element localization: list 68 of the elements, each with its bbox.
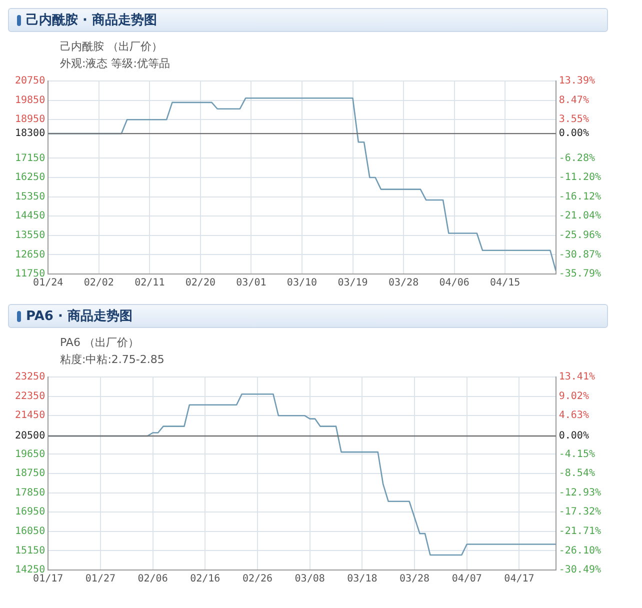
y2-tick-label: -21.71% (558, 526, 602, 537)
y-tick-label: 15150 (14, 545, 46, 556)
y-tick-label: 18300 (14, 128, 46, 140)
y-tick-label: 18750 (14, 468, 46, 480)
y-tick-label: 17150 (14, 152, 46, 164)
y-tick-label: 17850 (14, 487, 46, 498)
x-tick-label: 03/18 (347, 574, 378, 585)
y-tick-label: 19650 (14, 448, 46, 460)
y2-tick-label: -25.96% (558, 230, 602, 242)
x-tick-label: 03/08 (294, 574, 325, 585)
y2-tick-label: -17.32% (558, 506, 602, 518)
y2-tick-label: 8.47% (558, 94, 589, 106)
x-tick-label: 04/15 (490, 278, 520, 289)
y2-tick-label: 0.00% (558, 430, 589, 442)
y2-tick-label: 3.55% (558, 114, 589, 126)
y-tick-label: 16950 (14, 506, 46, 518)
y2-tick-label: -30.49% (558, 564, 602, 576)
y-tick-label: 18950 (14, 114, 46, 126)
x-tick-label: 02/11 (134, 278, 165, 289)
x-tick-label: 04/07 (452, 574, 482, 585)
y-tick-label: 14450 (14, 210, 46, 222)
y-tick-label: 20500 (14, 430, 46, 442)
x-tick-label: 03/19 (338, 278, 368, 289)
y-tick-label: 15350 (14, 191, 46, 202)
x-tick-label: 02/26 (242, 574, 273, 585)
y2-tick-label: -8.54% (558, 468, 595, 480)
x-tick-label: 02/16 (190, 574, 220, 585)
x-tick-label: 03/01 (236, 278, 266, 289)
y-tick-label: 21450 (14, 410, 46, 422)
x-tick-label: 03/28 (399, 574, 430, 585)
y-tick-label: 16250 (14, 172, 46, 184)
y2-tick-label: 9.02% (558, 390, 589, 402)
y2-tick-label: 13.41% (558, 372, 595, 383)
y-tick-label: 13550 (14, 230, 46, 241)
y2-tick-label: 13.39% (558, 76, 595, 87)
y-tick-label: 16050 (14, 526, 46, 537)
y2-tick-label: -35.79% (558, 268, 602, 280)
y-tick-label: 19850 (14, 94, 46, 106)
y2-tick-label: -26.10% (558, 545, 602, 556)
y2-tick-label: -12.93% (558, 487, 602, 498)
x-tick-label: 04/17 (504, 574, 534, 585)
y2-tick-label: 4.63% (558, 410, 589, 422)
chart-subtitle: PA6 （出厂价） (60, 335, 140, 351)
y2-tick-label: -6.28% (558, 152, 595, 164)
x-tick-label: 02/06 (138, 574, 168, 585)
x-tick-label: 01/24 (33, 278, 64, 289)
text: 外观:液态 等级:优等品 (60, 56, 171, 72)
chart-title: PA6 · 商品走势图 (26, 308, 132, 325)
y2-tick-label: -30.87% (558, 249, 602, 260)
y2-tick-label: -16.12% (558, 191, 602, 202)
y-tick-label: 20750 (14, 76, 46, 87)
y2-tick-label: 0.00% (558, 128, 589, 140)
y-tick-label: 22350 (14, 390, 46, 402)
x-tick-label: 02/02 (84, 278, 114, 289)
y2-tick-label: -21.04% (558, 210, 602, 222)
text: 粘度:中粘:2.75-2.85 (60, 352, 166, 368)
y2-tick-label: -11.20% (558, 172, 602, 184)
chart-title: 己内酰胺 · 商品走势图 (26, 12, 157, 29)
y-tick-label: 23250 (14, 372, 46, 383)
x-tick-label: 02/20 (185, 278, 216, 289)
y2-tick-label: -4.15% (558, 448, 595, 460)
x-tick-label: 04/06 (439, 278, 470, 289)
x-tick-label: 01/27 (85, 574, 116, 585)
x-tick-label: 03/28 (388, 278, 419, 289)
x-tick-label: 03/10 (286, 278, 318, 289)
x-tick-label: 01/17 (33, 574, 64, 585)
chart-subtitle: 己内酰胺 （出厂价） (60, 39, 164, 55)
y-tick-label: 12650 (14, 249, 46, 260)
